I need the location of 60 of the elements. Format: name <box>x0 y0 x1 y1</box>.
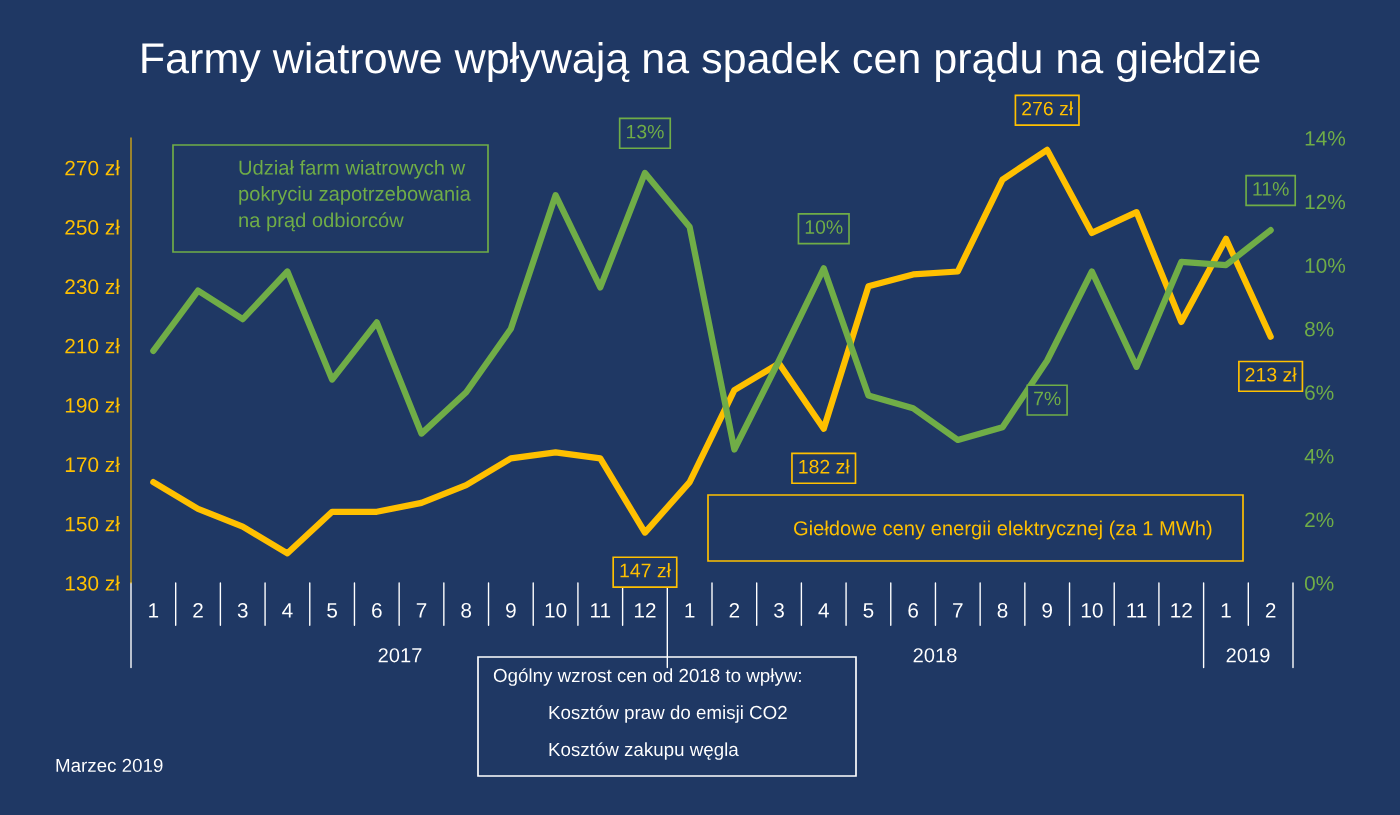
y-tick-label: 130 zł <box>65 575 120 591</box>
data-label: 276 zł <box>1022 101 1074 116</box>
y2-tick-label: 0% <box>1304 576 1334 591</box>
x-tick-label: 10 <box>1081 602 1103 618</box>
y-tick-label: 190 zł <box>65 397 120 413</box>
x-tick-label: 2 <box>1265 602 1276 618</box>
data-label: 11% <box>1253 182 1289 196</box>
x-tick-label: 7 <box>416 603 427 618</box>
text: 2019 <box>1226 648 1270 663</box>
x-tick-label: 12 <box>634 602 656 618</box>
y2-tick-label: 6% <box>1305 385 1334 401</box>
text: Kosztów zakupu węgla <box>549 742 739 760</box>
y-tick-label: 230 zł <box>65 278 120 295</box>
x-tick-label: 2 <box>729 602 740 618</box>
chart-title: Farmy wiatrowe wpływają na spadek cen prądu na giełdzie <box>142 41 1260 83</box>
y2-tick-label: 14% <box>1305 131 1346 146</box>
text: Giełdowe ceny energii elektrycznej (za 1 MWh) <box>794 520 1212 540</box>
x-tick-label: 4 <box>818 603 829 618</box>
data-label: 10% <box>805 220 843 234</box>
x-tick-label: 1 <box>685 603 695 618</box>
x-tick-label: 4 <box>282 603 293 618</box>
data-label: 182 zł <box>799 459 850 474</box>
y-tick-label: 210 zł <box>65 338 120 354</box>
x-tick-label: 7 <box>953 603 963 618</box>
y2-tick-label: 8% <box>1305 321 1334 337</box>
x-tick-label: 5 <box>863 603 874 618</box>
x-tick-label: 5 <box>327 603 338 618</box>
text: Kosztów praw do emisji CO2 <box>549 705 787 723</box>
y-tick-label: 170 zł <box>65 456 120 473</box>
data-label: 213 zł <box>1245 367 1297 382</box>
text: Ogólny wzrost cen od 2018 to wpływ: <box>493 668 801 686</box>
text: 2018 <box>913 648 957 663</box>
x-tick-label: 10 <box>545 602 567 618</box>
x-tick-label: 6 <box>908 602 918 618</box>
x-tick-label: 3 <box>237 602 248 618</box>
data-label: 147 zł <box>620 563 671 578</box>
y-tick-label: 150 zł <box>65 516 120 532</box>
x-tick-label: 6 <box>372 602 382 618</box>
y-tick-label: 250 zł <box>65 219 120 235</box>
x-tick-label: 2 <box>193 602 203 618</box>
x-tick-label: 11 <box>591 603 611 618</box>
y2-tick-label: 10% <box>1305 258 1346 273</box>
y2-tick-label: 2% <box>1305 512 1334 528</box>
x-tick-label: 11 <box>1127 603 1147 618</box>
x-tick-label: 12 <box>1171 602 1192 618</box>
x-tick-label: 9 <box>506 602 516 618</box>
x-tick-label: 8 <box>997 602 1008 618</box>
text: 2017 <box>378 648 422 663</box>
x-tick-label: 8 <box>461 602 472 618</box>
y2-tick-label: 12% <box>1305 194 1346 210</box>
x-tick-label: 1 <box>149 603 159 618</box>
x-tick-label: 1 <box>1221 603 1231 618</box>
text: Marzec 2019 <box>56 758 163 773</box>
y2-tick-label: 4% <box>1304 448 1334 464</box>
y-tick-label: 270 zł <box>65 160 120 176</box>
data-label: 13% <box>626 124 664 139</box>
x-tick-label: 9 <box>1042 602 1052 618</box>
text: Udział farm wiatrowych w pokryciu zapotrzebowania na prąd odbiorców <box>239 160 471 232</box>
x-tick-label: 3 <box>774 602 784 618</box>
data-label: 7% <box>1034 391 1061 406</box>
